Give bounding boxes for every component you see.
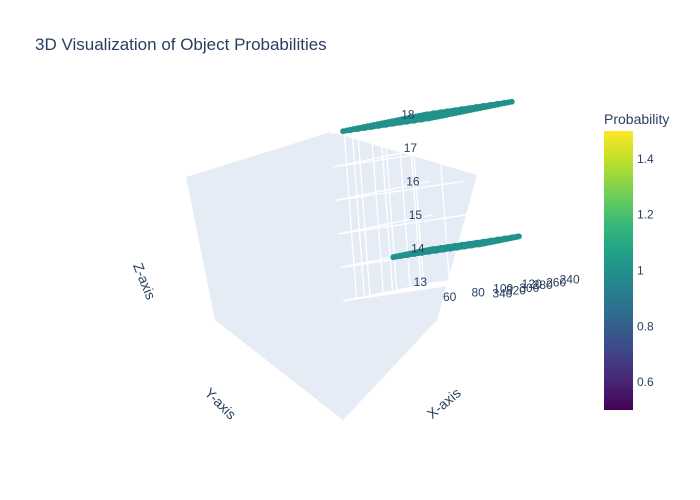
colorbar-title: Probability	[604, 111, 669, 127]
3d-scene[interactable]	[186, 98, 552, 420]
grid-line-y	[364, 278, 459, 299]
data-point	[454, 244, 461, 251]
y-tick-label: 80	[471, 286, 485, 300]
pane-back-right	[331, 132, 477, 320]
data-point	[397, 253, 404, 260]
z-tick-label: 15	[409, 208, 423, 222]
grid-line-y	[379, 122, 394, 294]
data-point	[411, 117, 418, 124]
grid-line-y	[421, 269, 516, 291]
pane-back-left	[186, 132, 343, 320]
grid-line-y	[449, 265, 544, 286]
grid-line-y	[436, 114, 451, 286]
z-axis-ticks: 13 14 15 16 17 18	[401, 107, 427, 289]
grid-line-x	[370, 121, 384, 293]
data-point	[461, 243, 468, 250]
grid-line-x	[343, 127, 358, 299]
grid-line-z	[342, 281, 438, 302]
x-tick-label: 280	[533, 278, 553, 292]
data-point	[404, 252, 411, 259]
z-axis-title: Z-axis	[130, 260, 159, 301]
z-tick-label: 18	[401, 107, 415, 121]
grid-line-z	[337, 214, 467, 235]
colorbar-tick-label: 0.6	[637, 375, 654, 389]
grid-line-x	[396, 116, 411, 288]
data-point	[468, 242, 475, 249]
colorbar-tick-label: 1	[637, 264, 644, 278]
data-point	[397, 119, 403, 126]
data-point	[347, 127, 354, 134]
y-tick-label: 120	[522, 277, 542, 291]
x-tick-label: 260	[546, 275, 566, 289]
grid-lines	[330, 113, 552, 302]
grid-line-z	[332, 147, 428, 168]
data-point	[361, 125, 368, 131]
data-point	[475, 241, 482, 248]
data-point	[418, 250, 425, 256]
grid-line-y	[407, 118, 422, 290]
data-point	[390, 254, 397, 261]
data-point	[425, 248, 432, 255]
data-points	[340, 98, 522, 261]
y-axis-ticks: 60 80 100 120	[443, 277, 542, 304]
grid-line-z	[342, 281, 472, 302]
data-point	[340, 128, 347, 135]
x-tick-label: 240	[560, 273, 580, 287]
data-point	[433, 247, 439, 254]
grid-line-y	[351, 126, 365, 298]
pane-floor	[215, 301, 437, 420]
grid-line-z	[335, 180, 430, 202]
colorbar[interactable]	[604, 131, 633, 410]
chart-title: 3D Visualization of Object Probabilities	[35, 35, 327, 54]
grid-line-z	[335, 180, 464, 202]
z-tick-label: 13	[414, 275, 428, 289]
y-axis-title: Y-axis	[202, 385, 240, 423]
grid-line-x	[356, 124, 371, 296]
data-point	[404, 118, 411, 125]
y-tick-label: 60	[443, 290, 457, 304]
grid-line-y	[392, 273, 487, 295]
data-point	[375, 122, 382, 129]
data-point	[368, 124, 375, 130]
data-point	[382, 121, 389, 128]
grid-line-x	[410, 113, 425, 285]
z-tick-label: 16	[406, 174, 420, 188]
x-tick-label: 320	[506, 284, 526, 298]
colorbar-tick-label: 1.4	[637, 152, 654, 166]
colorbar-tick-label: 1.2	[637, 208, 654, 222]
colorbar-ticks: 0.6 0.8 1 1.2 1.4	[637, 152, 654, 389]
grid-line-x	[383, 119, 398, 291]
x-tick-label: 340	[492, 286, 512, 300]
data-point	[440, 246, 447, 253]
x-axis-title: X-axis	[424, 385, 464, 422]
data-point	[425, 115, 432, 122]
z-tick-label: 17	[404, 141, 418, 155]
data-point	[354, 126, 361, 133]
data-point	[389, 120, 396, 127]
data-point	[418, 116, 425, 123]
grid-line-z	[337, 214, 433, 235]
z-tick-label: 14	[411, 242, 425, 256]
data-point	[411, 251, 418, 257]
data-point	[447, 245, 454, 252]
y-tick-label: 100	[493, 281, 513, 295]
grid-line-z	[333, 147, 462, 168]
x-tick-label: 300	[519, 281, 539, 295]
colorbar-tick-label: 0.8	[637, 319, 654, 333]
